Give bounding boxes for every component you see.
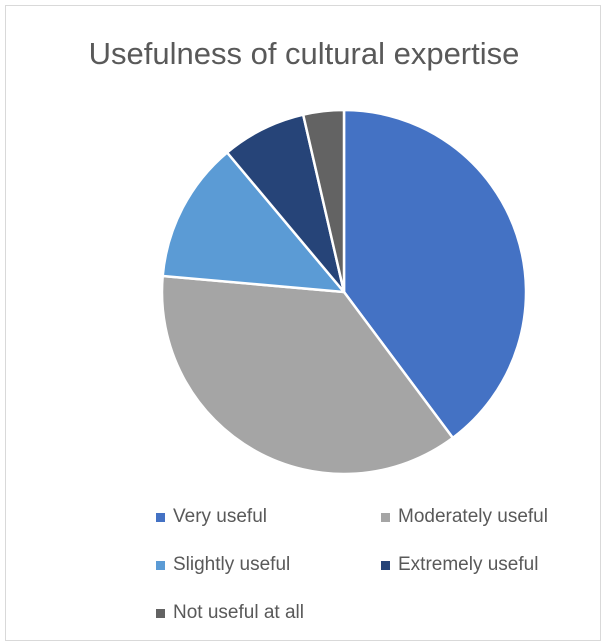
pie-slice-slightly-useful (161, 151, 346, 294)
legend-swatch (156, 608, 165, 618)
legend-item: Moderately useful (381, 506, 548, 528)
legend-swatch (156, 512, 165, 522)
legend-item: Very useful (156, 506, 267, 528)
pie-slice-moderately-useful (160, 274, 455, 476)
legend-label: Not useful at all (173, 602, 304, 623)
chart-frame: Usefulness of cultural expertise Very us… (5, 5, 601, 641)
pie-slice-not-useful-at-all (301, 108, 346, 294)
chart-title: Usefulness of cultural expertise (88, 36, 520, 71)
legend-label: Slightly useful (173, 554, 291, 575)
legend-swatch (381, 560, 390, 570)
legend-swatch (381, 512, 390, 522)
legend-label: Very useful (173, 506, 267, 527)
pie-slice-very-useful (342, 108, 528, 440)
legend-item: Not useful at all (156, 602, 304, 624)
legend-label: Extremely useful (398, 554, 539, 575)
legend-item: Extremely useful (381, 554, 538, 576)
legend-swatch (156, 560, 165, 570)
pie-chart (160, 108, 528, 476)
legend-item: Slightly useful (156, 554, 290, 576)
legend-label: Moderately useful (398, 506, 548, 527)
